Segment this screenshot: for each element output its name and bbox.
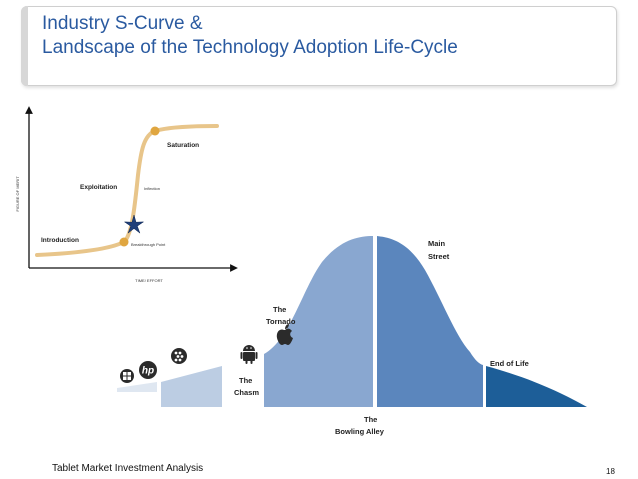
inflection-label: Inflection [144,186,160,191]
stage-label-saturation: Saturation [167,142,199,149]
segment-early-majority [264,236,373,407]
title-box [21,6,617,86]
main-street-label-line-2: Street [428,252,450,261]
hp-logo-icon: hp [139,361,157,379]
chasm-label-line-2: Chasm [234,388,259,397]
segment-early-adopters [161,366,222,407]
bowling-alley-label-line-1: The [364,415,377,424]
x-axis-label: TIME/ EFFORT [135,278,163,283]
stage-label-exploitation: Exploitation [80,184,117,191]
breakthrough-point-label: Breakthrough Point [131,242,166,247]
footer-text: Tablet Market Investment Analysis [52,463,204,474]
segment-late-majority [377,236,483,407]
tornado-label-line-2: Tornado [266,317,296,326]
slide-title-line-2: Landscape of the Technology Adoption Lif… [42,37,458,58]
end-of-life-label: End of Life [490,359,529,368]
windows-logo-icon [120,369,134,383]
s-curve-chart: FIGURE OF MERIT TIME/ EFFORT Introductio… [15,106,238,283]
hp-logo-text: hp [142,366,154,377]
android-logo-icon [240,345,258,364]
adoption-lifecycle-chart: Main Street The Tornado The Chasm End of… [117,236,587,436]
svg-text:Main Street: Main Street [428,239,450,261]
main-street-label-line-1: Main [428,239,446,248]
page-number: 18 [606,467,615,476]
s-curve-line [35,124,219,257]
segment-laggards [486,366,587,407]
svg-text:The Tornado: The Tornado [266,305,296,326]
breakthrough-point-dot [119,237,129,247]
apple-logo-icon [276,324,293,345]
saturation-point-dot [150,126,160,136]
bowling-alley-label-line-2: Bowling Alley [335,427,385,436]
svg-text:The Bowling Alley: The Bowling Alley [335,415,385,436]
segment-innovators [117,382,157,392]
slide-title-line-1: Industry S-Curve & [42,13,203,34]
chasm-label-line-1: The [239,376,252,385]
svg-text:The Chasm: The Chasm [234,376,259,397]
title-accent-bar [21,6,28,86]
stage-label-introduction: Introduction [41,237,79,244]
star-icon [123,214,145,234]
tornado-label-line-1: The [273,305,286,314]
blackberry-logo-icon [171,348,187,364]
y-axis-label: FIGURE OF MERIT [15,176,20,212]
